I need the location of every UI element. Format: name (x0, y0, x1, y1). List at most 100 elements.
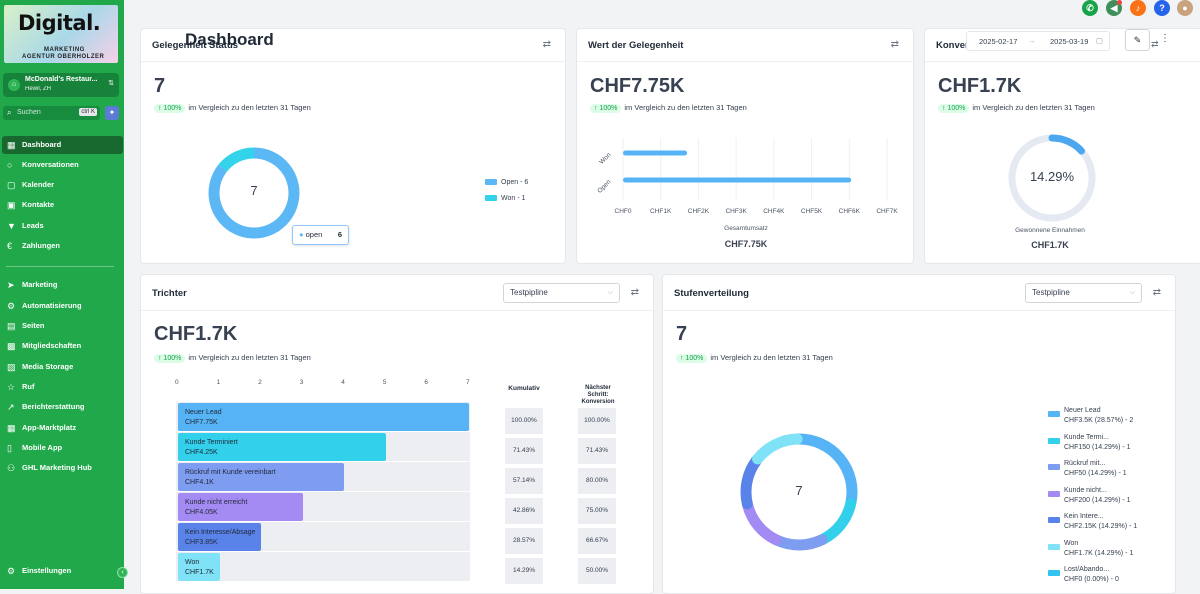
legend-swatch (1048, 437, 1060, 444)
avatar[interactable]: ● (1177, 0, 1193, 16)
pages-icon: ▤ (7, 321, 16, 331)
chevron-down-icon: ⌵ (607, 289, 613, 296)
sidebar-item-media-storage[interactable]: ▨ Media Storage (2, 358, 123, 376)
cumulative-value: 42.86% (505, 498, 543, 524)
more-options-icon[interactable]: ⋮ (1160, 33, 1170, 44)
stages-trend: ↑ 100% im Vergleich zu den letzten 31 Tag… (676, 353, 833, 363)
y-tick-label: Won (598, 151, 613, 166)
date-to: 2025-03-19 (1050, 37, 1089, 46)
card-title: Stufenverteilung (674, 288, 749, 299)
next-step-value: 75.00% (578, 498, 616, 524)
value-card: Wert der Gelegenheit ⇄ CHF7.75K ↑ 100% im… (576, 28, 914, 264)
filter-icon: ▼ (7, 221, 16, 231)
donut-slice-kein-intere-[interactable] (740, 454, 762, 510)
legend-item-open[interactable]: Open - 6 (485, 179, 528, 186)
help-icon[interactable]: ? (1154, 0, 1170, 16)
funnel-stage-name: Kunde nicht erreicht (185, 499, 248, 506)
swap-icon[interactable]: ⇄ (1151, 39, 1159, 49)
donut-slice-r-ckruf-mit-[interactable] (772, 534, 828, 551)
stages-legend-item[interactable]: Neuer Lead CHF3.5K (28.57%) - 2 (1048, 406, 1133, 426)
funnel-bar[interactable]: Kunde Terminiert CHF4.25K (178, 433, 386, 461)
funnel-tick-label: 2 (258, 379, 262, 386)
sidebar-item-settings[interactable]: ⚙ Einstellungen (2, 562, 123, 580)
sidebar-item-leads[interactable]: ▼ Leads (2, 217, 123, 235)
funnel-bar[interactable]: Rückruf mit Kunde vereinbart CHF4.1K (178, 463, 345, 491)
conversion-value: CHF1.7K (938, 75, 1022, 97)
conversion-trend: ↑ 100% im Vergleich zu den letzten 31 Tag… (938, 103, 1095, 113)
card-header (577, 29, 913, 62)
next-step-value: 66.67% (578, 528, 616, 554)
donut-slice-won[interactable] (752, 433, 803, 465)
bell-icon[interactable]: ♪ (1130, 0, 1146, 16)
funnel-bar[interactable]: Kein Interesse/Absage CHF3.85K (178, 523, 262, 551)
status-card: Gelegenheit Status ⇄ 7 ↑ 100% im Vergleic… (140, 28, 566, 264)
stages-legend-item[interactable]: Rückruf mit... CHF50 (14.29%) - 1 (1048, 459, 1127, 479)
search-input[interactable]: ⌕ Suchen ctrl K (3, 106, 100, 120)
stages-legend-item[interactable]: Kein Intere... CHF2.15K (14.29%) - 1 (1048, 512, 1137, 532)
card-title: Wert der Gelegenheit (588, 40, 684, 51)
funnel-bar[interactable]: Kunde nicht erreicht CHF4.05K (178, 493, 303, 521)
bar-open[interactable] (623, 177, 852, 183)
funnel-stage-name: Won (185, 559, 200, 566)
sidebar-item-calendar[interactable]: ▢ Kalender (2, 176, 123, 194)
date-range-picker[interactable]: 2025-02-17 → 2025-03-19 ▢ (966, 31, 1110, 51)
sidebar-item-automation[interactable]: ⚙ Automatisierung (2, 297, 123, 315)
tooltip-value: 6 (337, 230, 342, 239)
stages-legend-item[interactable]: Won CHF1.7K (14.29%) - 1 (1048, 539, 1133, 559)
sidebar-item-dashboard[interactable]: ▦ Dashboard (2, 136, 123, 154)
bar-won[interactable] (623, 150, 688, 156)
legend-value: CHF1.7K (14.29%) - 1 (1064, 549, 1134, 557)
swap-icon[interactable]: ⇄ (630, 287, 639, 298)
edit-dashboard-button[interactable]: ✎ (1125, 29, 1150, 51)
funnel-tick-label: 3 (299, 379, 304, 386)
funnel-stage-name: Rückruf mit Kunde vereinbart (185, 469, 276, 476)
sidebar-item-memberships[interactable]: ▩ Mitgliedschaften (2, 337, 123, 355)
sidebar-item-marketing-hub[interactable]: ⚇ GHL Marketing Hub (2, 459, 123, 477)
next-step-value: 100.00% (578, 408, 616, 434)
legend-label: Kein Intere... (1064, 513, 1104, 520)
star-icon: ☆ (7, 382, 16, 392)
x-tick-label: CHF3K (725, 208, 747, 215)
sidebar-item-label: Mitgliedschaften (22, 341, 82, 350)
legend-swatch (485, 195, 497, 202)
sidebar-item-app-marketplace[interactable]: ▦ App-Marktplatz (2, 419, 123, 437)
x-tick-label: CHF5K (801, 208, 823, 215)
funnel-bar[interactable]: Neuer Lead CHF7.75K (178, 403, 469, 431)
stages-legend-item[interactable]: Kunde Termi... CHF150 (14.29%) - 1 (1048, 433, 1131, 453)
phone-icon[interactable]: ✆ (1082, 0, 1098, 16)
agency-logo[interactable]: Digital. MARKETING AGENTUR OBERHOLZER (4, 5, 118, 63)
sidebar-item-label: Kalender (22, 180, 55, 189)
pipeline-select[interactable]: Testpipline ⌵ (503, 283, 620, 303)
swap-icon[interactable]: ⇄ (1152, 287, 1161, 298)
funnel-bar[interactable]: Won CHF1.7K (178, 553, 220, 581)
swap-icon[interactable]: ⇄ (542, 39, 551, 50)
sidebar-item-reporting[interactable]: ↗ Berichterstattung (2, 398, 123, 416)
quick-action-icon[interactable]: ✦ (105, 106, 119, 120)
donut-slice-kunde-nicht-[interactable] (742, 500, 782, 546)
sidebar-item-marketing[interactable]: ➤ Marketing (2, 276, 123, 294)
donut-slice-gewonnen[interactable] (1048, 134, 1085, 155)
stages-legend-item[interactable]: Kunde nicht... CHF200 (14.29%) - 1 (1048, 486, 1131, 506)
donut-slice-won[interactable] (218, 147, 255, 172)
sidebar-item-pages[interactable]: ▤ Seiten (2, 317, 123, 335)
sidebar-item-reputation[interactable]: ☆ Ruf (2, 378, 123, 396)
conversion-card: Konversion CHF1.7K ↑ 100% im Vergleich zu… (924, 28, 1200, 264)
collapse-sidebar-icon[interactable]: ‹ (117, 567, 128, 578)
sidebar-item-conversations[interactable]: ○ Konversationen (2, 156, 123, 174)
account-switcher[interactable]: ⌂ McDonald's Restaur... Hewil, ZH ⇅ (3, 73, 119, 97)
donut-slice-neuer-lead[interactable] (793, 433, 858, 508)
stages-legend-item[interactable]: Lost/Abando... CHF0 (0.00%) - 0 (1048, 565, 1119, 585)
donut-slice-kunde-termi-[interactable] (818, 498, 857, 545)
legend-item-won[interactable]: Won - 1 (485, 195, 525, 202)
legend-swatch (1048, 464, 1060, 470)
sidebar-item-contacts[interactable]: ▣ Kontakte (2, 196, 123, 214)
legend-swatch (1048, 411, 1060, 417)
sidebar-item-mobile-app[interactable]: ▯ Mobile App (2, 439, 123, 457)
logo-subline-2: AGENTUR OBERHOLZER (22, 54, 105, 60)
legend-label: Kunde nicht... (1064, 486, 1107, 494)
donut-slice-open[interactable] (208, 147, 300, 239)
sidebar-item-label: Media Storage (22, 362, 74, 371)
sidebar-item-payments[interactable]: € Zahlungen (2, 237, 123, 255)
pipeline-select[interactable]: Testpipline ⌵ (1025, 283, 1142, 303)
swap-icon[interactable]: ⇄ (890, 39, 899, 50)
